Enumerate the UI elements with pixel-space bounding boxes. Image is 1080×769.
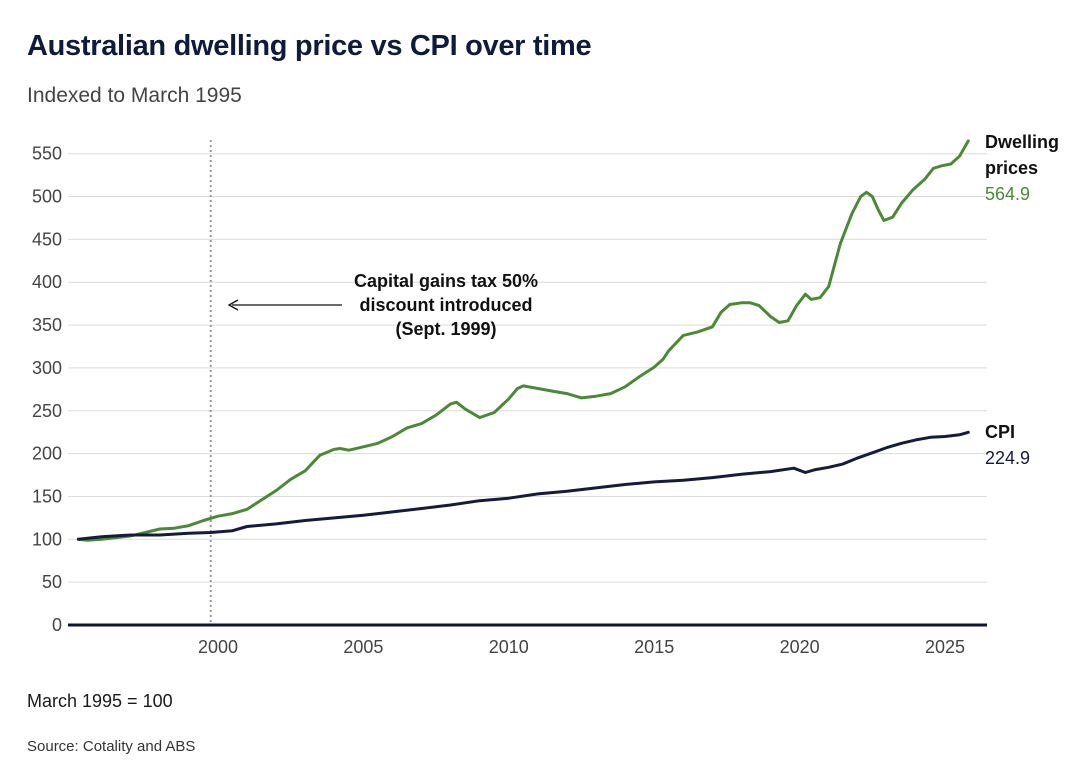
series-name-label: Dwelling: [985, 132, 1059, 152]
y-tick-label: 200: [32, 444, 62, 464]
annotation: Capital gains tax 50% discount introduced…: [227, 271, 538, 339]
y-tick-label: 400: [32, 272, 62, 292]
series-end-value: 224.9: [985, 448, 1030, 468]
series-name-label: prices: [985, 158, 1038, 178]
y-axis-ticks: 0 50 100 150 200 250 300 350 400 450 500 550: [32, 144, 62, 635]
y-tick-label: 0: [52, 615, 62, 635]
y-tick-label: 50: [42, 572, 62, 592]
x-tick-label: 2025: [925, 637, 965, 657]
y-tick-label: 300: [32, 358, 62, 378]
series-lines: [76, 139, 970, 542]
source-note: Source: Cotality and ABS: [27, 738, 196, 755]
x-tick-label: 2020: [780, 637, 820, 657]
cpi-line: [76, 430, 970, 541]
y-tick-label: 150: [32, 486, 62, 506]
x-tick-label: 2000: [198, 637, 238, 657]
x-axis-ticks: 2000 2005 2010 2015 2020 2025: [198, 637, 965, 657]
annotation-text: discount introduced: [360, 295, 533, 315]
y-tick-label: 100: [32, 529, 62, 549]
series-name-label: CPI: [985, 422, 1015, 442]
annotation-arrow-head: [227, 299, 239, 311]
x-tick-label: 2015: [634, 637, 674, 657]
annotation-text: (Sept. 1999): [395, 319, 496, 339]
series-end-labels: Dwelling prices 564.9 CPI 224.9: [985, 132, 1059, 468]
x-tick-label: 2010: [489, 637, 529, 657]
y-tick-label: 450: [32, 229, 62, 249]
dwelling-price-line: [76, 139, 970, 542]
chart-title: Australian dwelling price vs CPI over ti…: [27, 30, 592, 62]
y-tick-label: 250: [32, 401, 62, 421]
series-end-value: 564.9: [985, 184, 1030, 204]
annotation-text: Capital gains tax 50%: [354, 271, 538, 291]
gridlines: [68, 153, 987, 627]
chart-subtitle: Indexed to March 1995: [27, 84, 242, 107]
x-tick-label: 2005: [343, 637, 383, 657]
y-tick-label: 550: [32, 144, 62, 164]
y-tick-label: 500: [32, 187, 62, 207]
y-tick-label: 350: [32, 315, 62, 335]
index-note: March 1995 = 100: [27, 691, 173, 711]
